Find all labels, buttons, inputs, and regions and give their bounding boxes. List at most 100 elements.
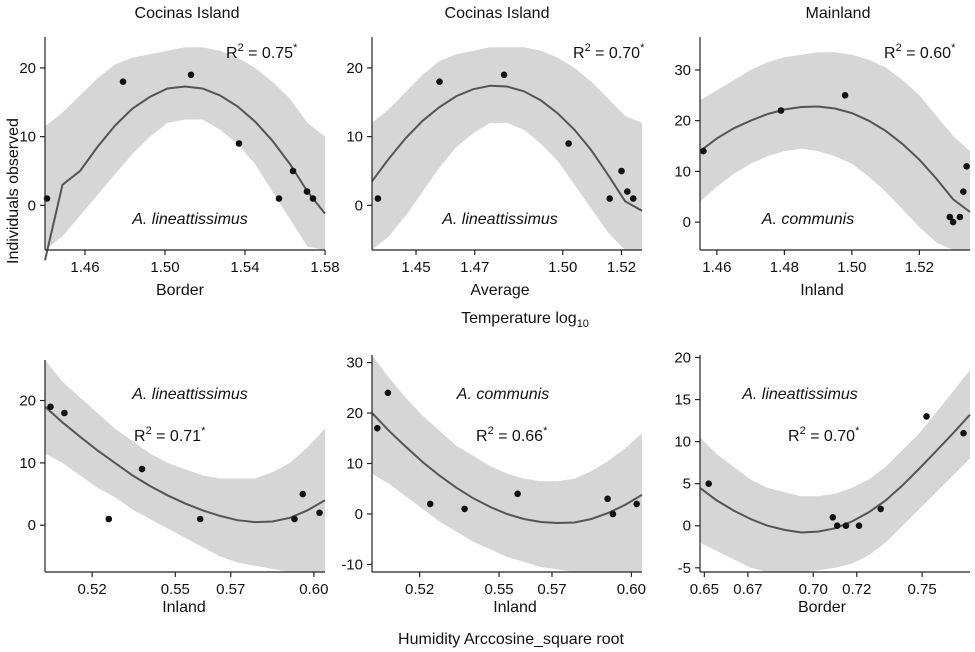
x-tick-label: 0.75 [907,581,936,598]
fitted-curve [371,412,643,525]
y-tick-label: 0 [683,518,691,535]
x-tick-label: 0.57 [537,581,566,598]
y-tick-label: 20 [674,350,691,367]
x-tick-label: 1.50 [150,259,179,276]
x-tick-label: 0.65 [690,581,719,598]
fitted-curve [44,406,326,524]
y-axis-label: Individuals observed [5,118,22,264]
x-tick-label: 1.52 [607,259,636,276]
data-point [855,522,863,529]
species-label: A. communis [761,211,854,228]
y-tick-label: 30 [346,355,363,372]
confidence-band [700,370,970,572]
x-tick-label: 0.52 [405,581,434,598]
x-axis-label: Average [470,282,529,299]
data-point [374,424,381,432]
data-point [303,188,311,195]
data-point [633,500,640,508]
data-point [461,505,468,513]
x-tick-label: 0.55 [484,581,513,598]
y-tick-label: 10 [346,456,363,473]
data-point [436,78,443,85]
confidence-band [45,47,325,250]
data-point [105,515,113,523]
data-point [877,505,884,513]
species-label: A. lineattissimus [131,211,248,228]
x-tick-label: 0.72 [842,581,871,598]
y-tick-label: 20 [19,393,36,410]
y-tick-label: 10 [674,163,691,180]
x-axis-label: Inland [162,599,206,616]
confidence-band [45,360,325,572]
x-tick-label: 0.60 [299,581,328,598]
r-squared-label: R2 = 0.71* [134,425,206,445]
data-point [960,429,967,437]
top-x-axis-label: Temperature log10 [461,310,589,330]
data-point [833,522,841,529]
data-point [606,195,613,202]
r-squared-label: R2 = 0.70* [788,425,860,445]
x-tick-label: 1.52 [905,259,934,276]
data-point [291,515,298,523]
data-point [624,188,631,195]
data-point [956,213,964,221]
y-tick-label: 10 [19,455,36,472]
data-point [609,510,617,518]
x-tick-label: 0.70 [799,581,828,598]
data-point [384,389,392,397]
y-tick-label: 10 [346,129,363,146]
x-axis-label: Inland [800,282,844,299]
bottom-x-axis-label: Humidity Arccosine_square root [398,631,624,648]
data-point [604,495,611,503]
y-tick-label: 0 [683,214,691,231]
x-tick-label: 1.45 [401,259,430,276]
data-point [923,413,930,420]
data-point [700,147,707,155]
data-point [374,195,382,202]
x-tick-label: 1.46 [70,259,99,276]
fitted-curve [371,84,643,212]
data-point [299,490,307,498]
x-tick-label: 1.46 [702,259,731,276]
data-point [629,195,637,202]
data-point [426,500,434,508]
species-label: A. lineattissimus [131,386,248,403]
data-point [618,167,625,175]
confidence-band [372,355,642,572]
y-tick-label: 15 [674,392,691,409]
x-tick-label: 0.55 [161,581,190,598]
data-point [289,167,297,175]
data-point [705,480,712,488]
data-point [946,213,954,221]
y-tick-label: 20 [674,113,691,130]
x-tick-label: 1.54 [230,259,259,276]
x-axis-label: Border [798,599,847,616]
y-tick-label: 20 [346,60,363,77]
x-tick-label: 1.50 [548,259,577,276]
data-point [235,140,243,147]
data-point [949,218,957,226]
data-point [316,509,323,517]
x-tick-label: 0.52 [78,581,107,598]
y-tick-label: 0 [355,506,363,523]
r-squared-label: R2 = 0.75* [226,42,298,62]
data-point [47,403,54,411]
data-point [841,92,849,99]
data-point [842,522,850,529]
data-point [61,409,68,417]
y-tick-label: 20 [346,405,363,422]
x-tick-label: 1.50 [837,259,866,276]
y-tick-label: 10 [674,434,691,451]
r-squared-label: R2 = 0.70* [573,42,645,62]
confidence-band [700,52,970,251]
y-tick-label: 30 [674,62,691,79]
r-squared-label: R2 = 0.60* [884,42,956,62]
species-label: A. lineattissimus [741,386,858,403]
y-tick-label: 0 [28,517,36,534]
panel-title: Cocinas Island [445,5,550,22]
x-axis-label: Border [156,282,205,299]
y-tick-label: -10 [341,556,363,573]
x-tick-label: 1.58 [310,259,339,276]
x-tick-label: 0.57 [216,581,245,598]
